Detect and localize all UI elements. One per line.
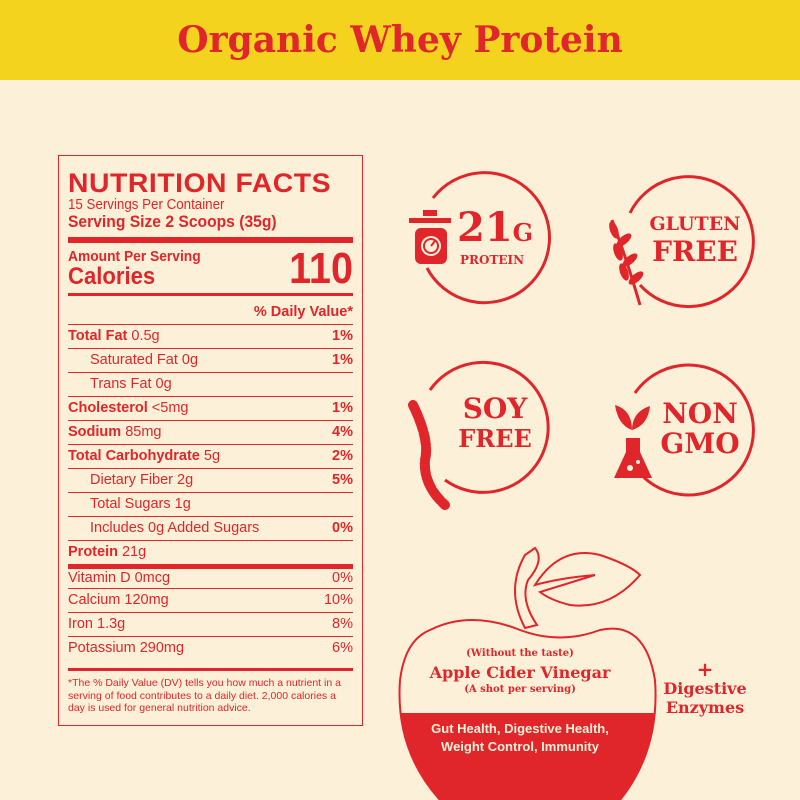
vitamin-dv: 6% [332,640,353,656]
nutrient-dv: 2% [332,448,353,464]
nutrient-amount: 0.5g [131,328,160,344]
nutrient-amount: <5mg [151,400,189,416]
wheat-icon [609,219,644,306]
nutrient-name: Total Sugars 1g [90,496,191,512]
nutrient-name: Includes 0g Added Sugars [90,520,260,536]
protein-unit: G [512,218,534,247]
soybean-icon [408,400,450,510]
nutrient-name: Cholesterol [68,400,148,416]
scale-icon [409,210,451,264]
non-gmo-badge: NON GMO [610,355,760,505]
nutrient-row: Total Carbohydrate 5g 2% [68,444,353,468]
gluten-line1: GLUTEN [649,213,741,235]
calories-block: Amount Per Serving Calories 110 [68,244,353,293]
soy-free-badge: SOY FREE [405,355,555,510]
benefits-line1: Gut Health, Digestive Health, [431,721,609,736]
nutrition-label: NUTRITION FACTS 15 Servings Per Containe… [58,155,363,726]
nutrient-row: Total Fat 0.5g 1% [68,324,353,348]
nutrient-amount: 85mg [125,424,162,440]
vitamin-row: Calcium 120mg 10% [68,588,353,612]
nutrient-name: Dietary Fiber 2g [90,472,194,488]
soy-line2: FREE [458,424,532,453]
enzymes-line1: Digestive [663,679,747,698]
badge-ring [633,363,755,497]
nutrient-row: Sodium 85mg 4% [68,420,353,444]
acv-benefits: Gut Health, Digestive Health, Weight Con… [400,720,640,756]
nutrient-row: Total Sugars 1g [68,492,353,516]
plus-sign: + [696,657,714,681]
vitamin-name: Vitamin D 0mcg [68,570,171,586]
flask-sprout-icon [614,405,652,478]
nutrient-amount: 21g [121,544,147,560]
gluten-line2: FREE [652,235,738,268]
footnote: *The % Daily Value (DV) tells you how mu… [68,668,353,715]
calories-value: 110 [289,244,353,293]
nutrient-row: Includes 0g Added Sugars 0% [68,516,353,540]
nutrient-row: Trans Fat 0g [68,372,353,396]
vitamin-dv: 10% [323,592,353,608]
vitamin-dv: 8% [332,616,353,632]
divider [68,293,353,296]
nutrient-name: Sodium [68,424,122,440]
title-banner: Organic Whey Protein [0,0,800,80]
amount-per-serving: Amount Per Serving [68,248,201,265]
nutrient-name: Saturated Fat 0g [90,352,199,368]
nutrient-name: Protein [68,544,118,560]
nutrient-row: Protein 21g [68,540,353,564]
nutrient-name: Total Carbohydrate [68,448,200,464]
acv-note: (Without the taste) [466,648,574,659]
nutrient-amount: 5g [203,448,221,464]
nutrient-dv: 4% [332,424,353,440]
vitamin-dv: 0% [332,570,353,586]
acv-text: (Without the taste) Apple Cider Vinegar … [400,648,640,695]
enzymes-line2: Enzymes [665,698,745,717]
protein-label: PROTEIN [460,253,525,267]
badge-ring [425,171,551,305]
nutrient-row: Saturated Fat 0g 1% [68,348,353,372]
vitamin-row: Vitamin D 0mcg 0% [68,564,353,588]
nutrient-dv: 1% [332,352,353,368]
digestive-enzymes: + Digestive Enzymes [655,657,755,717]
vitamin-row: Potassium 290mg 6% [68,636,353,660]
vitamin-name: Potassium 290mg [68,640,185,656]
protein-amount: 21 [457,204,513,251]
nutrient-row: Cholesterol <5mg 1% [68,396,353,420]
nutrient-dv: 1% [332,328,353,344]
acv-sub: (A shot per serving) [464,684,576,695]
soy-line1: SOY [462,392,528,425]
badge-ring [628,175,755,309]
daily-value-header: % Daily Value* [253,304,353,320]
gluten-free-badge: GLUTEN FREE [609,165,760,315]
badge-ring [428,360,550,494]
gmo-line1: NON [662,397,738,430]
nutrient-row: Dietary Fiber 2g 5% [68,468,353,492]
product-title: Organic Whey Protein [177,19,623,61]
acv-name: Apple Cider Vinegar [429,663,611,682]
vitamin-row: Iron 1.3g 8% [68,612,353,636]
nutrient-dv: 5% [332,472,353,488]
gmo-line2: GMO [660,427,740,460]
vitamin-name: Calcium 120mg [68,592,169,608]
nutrient-dv: 0% [332,520,353,536]
protein-badge: 21G PROTEIN [405,158,555,308]
vitamin-name: Iron 1.3g [68,616,126,632]
servings-per-container: 15 Servings Per Container [68,197,225,213]
divider [68,237,353,243]
nutrient-dv: 1% [332,400,353,416]
nutrient-name: Trans Fat 0g [90,376,172,392]
nutrition-heading: NUTRITION FACTS [68,168,332,198]
nutrient-name: Total Fat [68,328,128,344]
benefits-line2: Weight Control, Immunity [441,739,599,754]
serving-size: Serving Size 2 Scoops (35g) [68,212,277,231]
calories-label: Calories [68,263,156,290]
